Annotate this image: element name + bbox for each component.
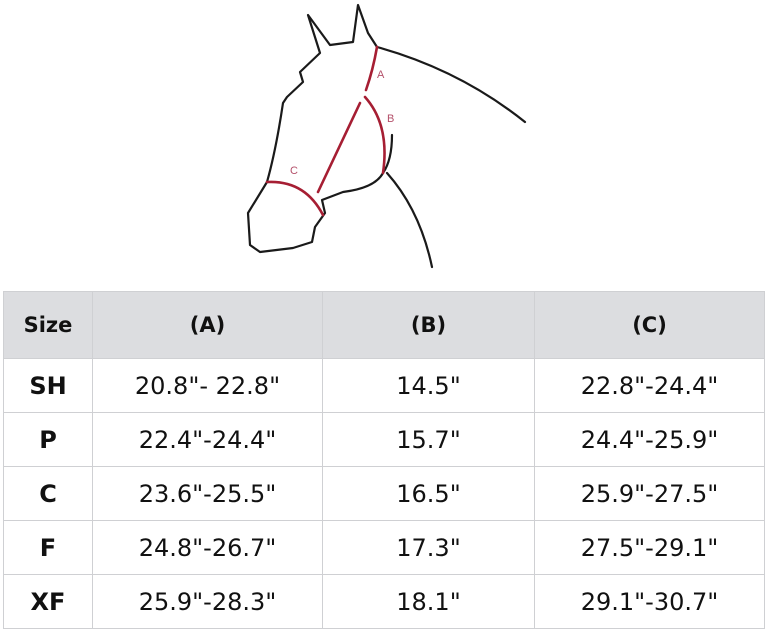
c-cell: 29.1"-30.7" (534, 574, 765, 629)
measure-line-c (265, 180, 325, 217)
b-cell: 17.3" (322, 520, 535, 575)
label-b: B (387, 113, 394, 125)
size-cell: XF (3, 574, 93, 629)
a-cell: 20.8"- 22.8" (92, 358, 323, 413)
table-row: XF 25.9"-28.3" 18.1" 29.1"-30.7" (3, 574, 765, 629)
measure-line-b (363, 95, 386, 175)
label-a: A (377, 69, 385, 81)
size-cell: F (3, 520, 93, 575)
table-row: P 22.4"-24.4" 15.7" 24.4"-25.9" (3, 412, 765, 467)
size-cell: P (3, 412, 93, 467)
table-row: SH 20.8"- 22.8" 14.5" 22.8"-24.4" (3, 358, 765, 413)
c-cell: 22.8"-24.4" (534, 358, 765, 413)
header-size: Size (3, 291, 93, 359)
measure-line-nose (316, 101, 362, 194)
size-table: Size (A) (B) (C) SH 20.8"- 22.8" 14.5" 22.8… (3, 291, 765, 629)
horse-neck-bottom (385, 171, 434, 269)
b-cell: 14.5" (322, 358, 535, 413)
c-cell: 27.5"-29.1" (534, 520, 765, 575)
c-cell: 25.9"-27.5" (534, 466, 765, 521)
c-cell: 24.4"-25.9" (534, 412, 765, 467)
b-cell: 16.5" (322, 466, 535, 521)
a-cell: 24.8"-26.7" (92, 520, 323, 575)
measure-line-a (364, 45, 379, 92)
header-row: Size (A) (B) (C) (3, 291, 765, 359)
b-cell: 15.7" (322, 412, 535, 467)
a-cell: 25.9"-28.3" (92, 574, 323, 629)
a-cell: 23.6"-25.5" (92, 466, 323, 521)
header-a: (A) (92, 291, 323, 359)
horse-head-outline (246, 3, 385, 254)
header-b: (B) (322, 291, 535, 359)
size-cell: C (3, 466, 93, 521)
horse-head-diagram: A B C (246, 3, 527, 269)
header-c: (C) (534, 291, 765, 359)
b-cell: 18.1" (322, 574, 535, 629)
table-row: F 24.8"-26.7" 17.3" 27.5"-29.1" (3, 520, 765, 575)
size-cell: SH (3, 358, 93, 413)
label-c: C (290, 165, 298, 177)
table-row: C 23.6"-25.5" 16.5" 25.9"-27.5" (3, 466, 765, 521)
horse-neck-top (375, 45, 527, 124)
a-cell: 22.4"-24.4" (92, 412, 323, 467)
